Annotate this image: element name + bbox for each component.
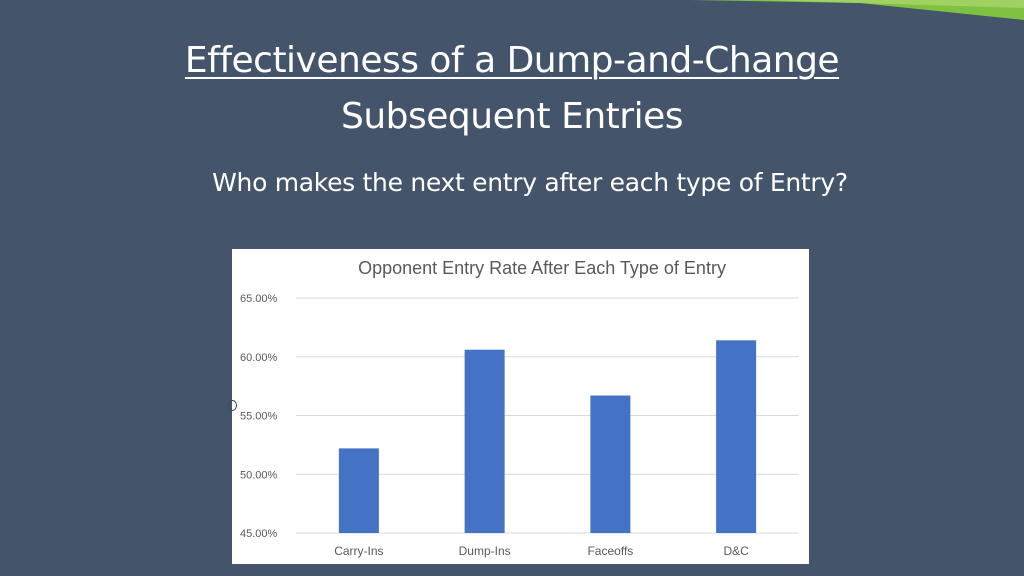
y-tick-label: 55.00% <box>240 411 278 423</box>
bar-carry-ins <box>338 448 379 533</box>
y-axis-ticks: 45.00% 50.00% 55.00% 60.00% 65.00% <box>240 293 278 540</box>
chart-title: Opponent Entry Rate After Each Type of E… <box>358 258 726 278</box>
slide-title-line1: Effectiveness of a Dump-and-Change <box>184 40 840 81</box>
x-category-label: Dump-Ins <box>459 544 511 558</box>
y-tick-label: 60.00% <box>240 352 278 364</box>
y-tick-label: 45.00% <box>240 528 278 540</box>
gridlines <box>296 297 799 534</box>
y-tick-label: 65.00% <box>240 293 278 305</box>
x-axis-categories: Carry-Ins Dump-Ins Faceoffs D&C <box>334 544 749 558</box>
bars <box>338 340 757 533</box>
x-category-label: Faceoffs <box>587 544 633 558</box>
x-category-label: Carry-Ins <box>334 544 383 558</box>
bar-d-c <box>716 340 757 533</box>
x-category-label: D&C <box>723 544 749 558</box>
bar-faceoffs <box>590 395 631 533</box>
bar-dump-ins <box>464 349 505 533</box>
slide-title: Effectiveness of a Dump-and-Change Subse… <box>0 36 1024 142</box>
bar-chart: Opponent Entry Rate After Each Type of E… <box>232 249 809 564</box>
green-accent-stripe <box>690 0 1024 20</box>
slide-title-line2: Subsequent Entries <box>341 96 684 137</box>
circle-marker-icon <box>228 400 237 411</box>
slide-subtitle: Who makes the next entry after each type… <box>212 168 848 197</box>
y-tick-label: 50.00% <box>240 469 278 481</box>
chart-svg: Opponent Entry Rate After Each Type of E… <box>240 258 799 558</box>
